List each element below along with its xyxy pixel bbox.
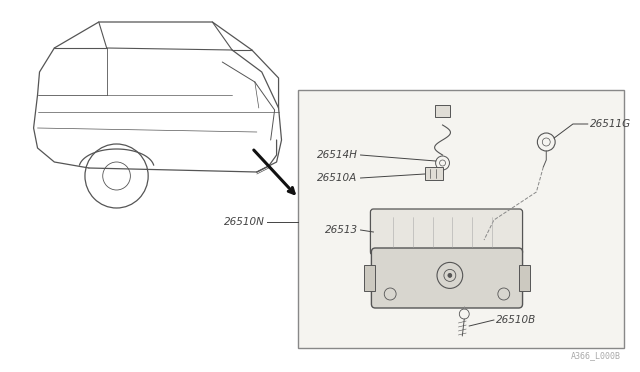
- FancyBboxPatch shape: [371, 248, 522, 308]
- Text: 26513: 26513: [324, 225, 358, 235]
- Circle shape: [449, 274, 451, 277]
- Text: 26510N: 26510N: [224, 217, 265, 227]
- Text: 26514H: 26514H: [317, 150, 358, 160]
- Text: A366_L000B: A366_L000B: [570, 351, 620, 360]
- Bar: [518, 265, 531, 291]
- Bar: [364, 265, 376, 291]
- Bar: [298, 90, 624, 348]
- Text: 26510A: 26510A: [317, 173, 358, 183]
- Text: 26510B: 26510B: [496, 315, 536, 325]
- FancyBboxPatch shape: [371, 209, 522, 255]
- Circle shape: [448, 273, 452, 278]
- Text: 26511G: 26511G: [589, 119, 631, 129]
- Bar: [425, 167, 442, 180]
- Bar: [435, 105, 451, 117]
